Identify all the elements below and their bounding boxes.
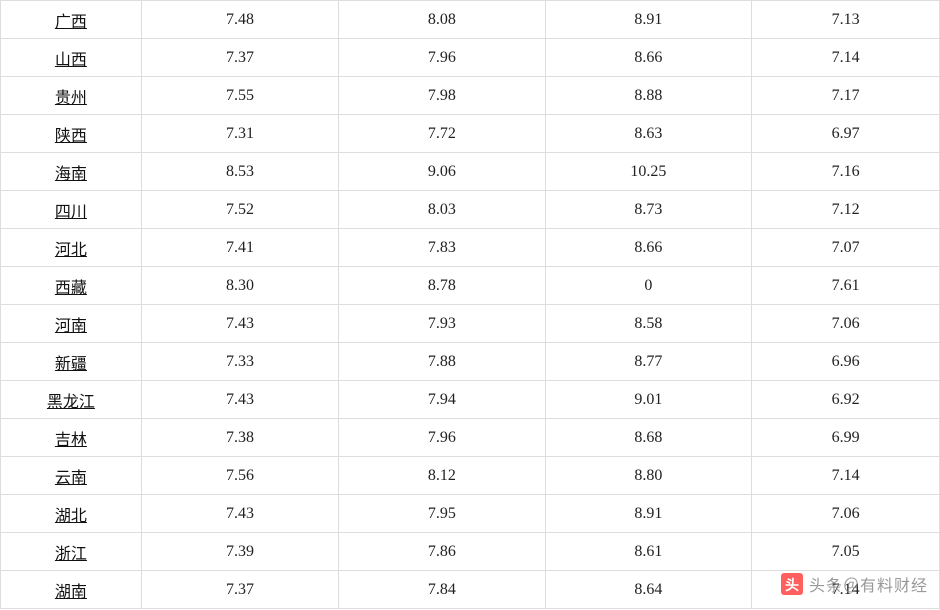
table-row: 河北7.417.838.667.07 bbox=[1, 229, 940, 267]
province-cell[interactable]: 云南 bbox=[1, 457, 142, 495]
value-cell: 8.61 bbox=[545, 533, 752, 571]
table-row: 陕西7.317.728.636.97 bbox=[1, 115, 940, 153]
value-cell: 7.43 bbox=[141, 495, 338, 533]
value-cell: 7.17 bbox=[752, 77, 940, 115]
value-cell: 7.72 bbox=[339, 115, 546, 153]
province-cell[interactable]: 湖南 bbox=[1, 571, 142, 609]
value-cell: 7.52 bbox=[141, 191, 338, 229]
value-cell: 7.05 bbox=[752, 533, 940, 571]
value-cell: 7.16 bbox=[752, 153, 940, 191]
value-cell: 7.13 bbox=[752, 1, 940, 39]
table-row: 山西7.377.968.667.14 bbox=[1, 39, 940, 77]
value-cell: 7.94 bbox=[339, 381, 546, 419]
value-cell: 9.01 bbox=[545, 381, 752, 419]
watermark: 头条＠有料财经 bbox=[781, 572, 928, 596]
value-cell: 7.41 bbox=[141, 229, 338, 267]
table-row: 吉林7.387.968.686.99 bbox=[1, 419, 940, 457]
value-cell: 7.93 bbox=[339, 305, 546, 343]
toutiao-icon bbox=[781, 573, 803, 595]
value-cell: 7.96 bbox=[339, 39, 546, 77]
province-cell[interactable]: 山西 bbox=[1, 39, 142, 77]
value-cell: 8.68 bbox=[545, 419, 752, 457]
value-cell: 8.64 bbox=[545, 571, 752, 609]
value-cell: 8.73 bbox=[545, 191, 752, 229]
value-cell: 7.61 bbox=[752, 267, 940, 305]
value-cell: 6.99 bbox=[752, 419, 940, 457]
value-cell: 8.80 bbox=[545, 457, 752, 495]
value-cell: 7.98 bbox=[339, 77, 546, 115]
watermark-text: 头条＠有料财经 bbox=[809, 572, 928, 596]
value-cell: 7.83 bbox=[339, 229, 546, 267]
value-cell: 8.03 bbox=[339, 191, 546, 229]
value-cell: 7.56 bbox=[141, 457, 338, 495]
value-cell: 7.38 bbox=[141, 419, 338, 457]
province-cell[interactable]: 吉林 bbox=[1, 419, 142, 457]
value-cell: 7.37 bbox=[141, 39, 338, 77]
data-table: 广西7.488.088.917.13山西7.377.968.667.14贵州7.… bbox=[0, 0, 940, 609]
value-cell: 8.66 bbox=[545, 229, 752, 267]
value-cell: 6.92 bbox=[752, 381, 940, 419]
value-cell: 10.25 bbox=[545, 153, 752, 191]
value-cell: 6.97 bbox=[752, 115, 940, 153]
value-cell: 8.08 bbox=[339, 1, 546, 39]
value-cell: 7.33 bbox=[141, 343, 338, 381]
table-row: 湖北7.437.958.917.06 bbox=[1, 495, 940, 533]
province-cell[interactable]: 河北 bbox=[1, 229, 142, 267]
value-cell: 7.14 bbox=[752, 39, 940, 77]
value-cell: 7.43 bbox=[141, 381, 338, 419]
value-cell: 7.48 bbox=[141, 1, 338, 39]
table-row: 广西7.488.088.917.13 bbox=[1, 1, 940, 39]
value-cell: 8.53 bbox=[141, 153, 338, 191]
province-cell[interactable]: 西藏 bbox=[1, 267, 142, 305]
value-cell: 7.12 bbox=[752, 191, 940, 229]
value-cell: 7.14 bbox=[752, 457, 940, 495]
value-cell: 8.63 bbox=[545, 115, 752, 153]
province-cell[interactable]: 四川 bbox=[1, 191, 142, 229]
value-cell: 7.07 bbox=[752, 229, 940, 267]
value-cell: 7.55 bbox=[141, 77, 338, 115]
value-cell: 7.37 bbox=[141, 571, 338, 609]
table-row: 西藏8.308.7807.61 bbox=[1, 267, 940, 305]
value-cell: 6.96 bbox=[752, 343, 940, 381]
table-row: 四川7.528.038.737.12 bbox=[1, 191, 940, 229]
value-cell: 7.96 bbox=[339, 419, 546, 457]
value-cell: 7.95 bbox=[339, 495, 546, 533]
value-cell: 8.66 bbox=[545, 39, 752, 77]
table-row: 贵州7.557.988.887.17 bbox=[1, 77, 940, 115]
table-body: 广西7.488.088.917.13山西7.377.968.667.14贵州7.… bbox=[1, 1, 940, 609]
value-cell: 7.88 bbox=[339, 343, 546, 381]
value-cell: 8.78 bbox=[339, 267, 546, 305]
value-cell: 7.39 bbox=[141, 533, 338, 571]
table-row: 河南7.437.938.587.06 bbox=[1, 305, 940, 343]
value-cell: 0 bbox=[545, 267, 752, 305]
value-cell: 8.58 bbox=[545, 305, 752, 343]
table-row: 浙江7.397.868.617.05 bbox=[1, 533, 940, 571]
province-cell[interactable]: 浙江 bbox=[1, 533, 142, 571]
value-cell: 7.43 bbox=[141, 305, 338, 343]
value-cell: 8.91 bbox=[545, 1, 752, 39]
province-cell[interactable]: 河南 bbox=[1, 305, 142, 343]
value-cell: 8.12 bbox=[339, 457, 546, 495]
value-cell: 8.30 bbox=[141, 267, 338, 305]
value-cell: 7.06 bbox=[752, 305, 940, 343]
province-cell[interactable]: 广西 bbox=[1, 1, 142, 39]
province-cell[interactable]: 黑龙江 bbox=[1, 381, 142, 419]
value-cell: 8.91 bbox=[545, 495, 752, 533]
table-row: 新疆7.337.888.776.96 bbox=[1, 343, 940, 381]
value-cell: 7.86 bbox=[339, 533, 546, 571]
value-cell: 7.31 bbox=[141, 115, 338, 153]
province-cell[interactable]: 贵州 bbox=[1, 77, 142, 115]
table-row: 海南8.539.0610.257.16 bbox=[1, 153, 940, 191]
table-row: 黑龙江7.437.949.016.92 bbox=[1, 381, 940, 419]
province-cell[interactable]: 新疆 bbox=[1, 343, 142, 381]
province-cell[interactable]: 湖北 bbox=[1, 495, 142, 533]
table-row: 云南7.568.128.807.14 bbox=[1, 457, 940, 495]
value-cell: 7.06 bbox=[752, 495, 940, 533]
province-cell[interactable]: 海南 bbox=[1, 153, 142, 191]
value-cell: 8.88 bbox=[545, 77, 752, 115]
value-cell: 9.06 bbox=[339, 153, 546, 191]
province-cell[interactable]: 陕西 bbox=[1, 115, 142, 153]
value-cell: 8.77 bbox=[545, 343, 752, 381]
value-cell: 7.84 bbox=[339, 571, 546, 609]
